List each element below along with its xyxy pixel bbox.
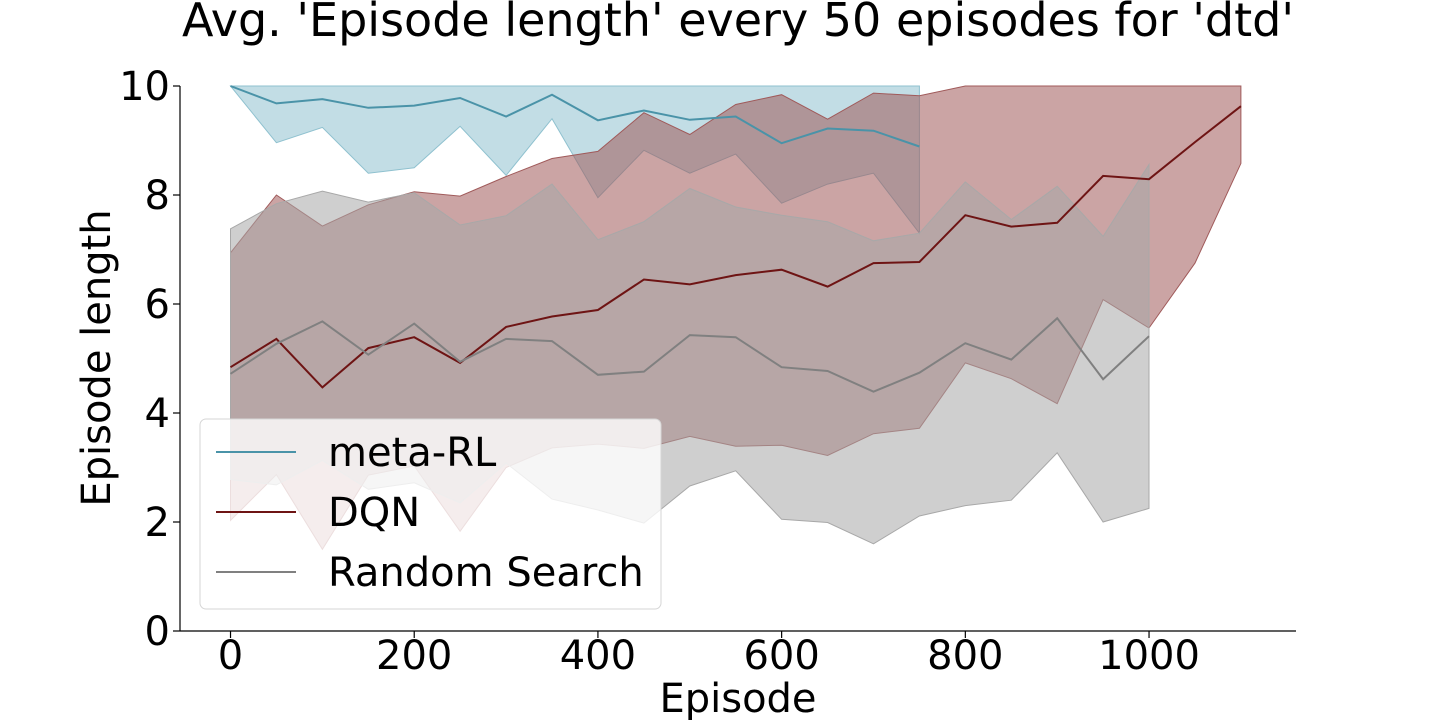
x-tick-label: 600 [743, 633, 819, 679]
y-tick-label: 2 [145, 500, 170, 546]
legend-box [199, 418, 662, 610]
x-tick-label: 1000 [1098, 633, 1200, 679]
x-tick-label: 200 [376, 633, 452, 679]
random-search-line [229, 316, 1150, 393]
x-tick-label: 400 [560, 633, 636, 679]
y-tick-label: 4 [145, 391, 170, 437]
x-tick-label: 0 [218, 633, 243, 679]
legend: meta-RL DQN Random Search [199, 418, 662, 610]
dqn-legend-label: DQN [328, 490, 420, 536]
y-tick-label: 10 [119, 64, 170, 110]
random-search-legend-label: Random Search [328, 550, 644, 596]
y-axis-label: Episode length [74, 209, 120, 506]
meta-rl-line [230, 85, 920, 148]
dqn-line [229, 105, 1242, 389]
x-tick-label: 800 [927, 633, 1003, 679]
y-axis-ticks: 0 2 4 6 8 10 [119, 64, 180, 655]
y-tick-label: 8 [145, 173, 170, 219]
x-axis-ticks: 0 200 400 600 800 1000 [218, 631, 1200, 679]
x-axis-label: Episode [659, 676, 816, 720]
y-tick-label: 6 [145, 282, 170, 328]
meta-rl-legend-label: meta-RL [328, 430, 497, 476]
y-tick-label: 0 [145, 609, 170, 655]
chart-title: Avg. 'Episode length' every 50 episodes … [182, 0, 1294, 47]
